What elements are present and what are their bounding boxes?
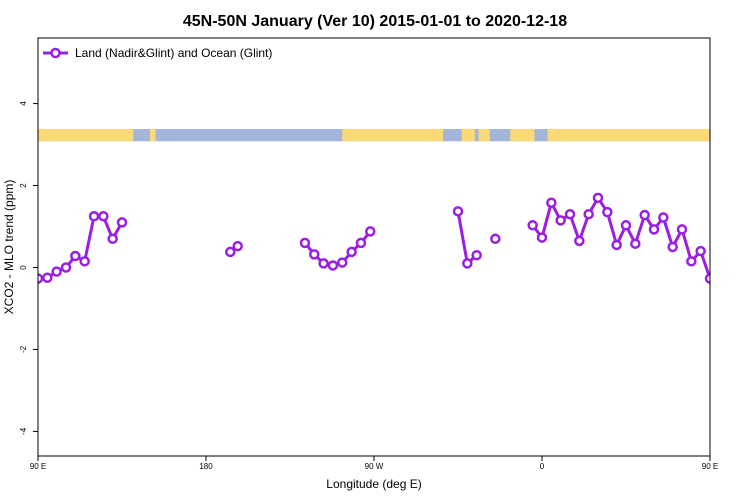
chart-title: 45N-50N January (Ver 10) 2015-01-01 to 2…	[183, 13, 567, 30]
series-line-segment	[38, 214, 124, 281]
data-point	[695, 245, 706, 257]
data-point	[225, 246, 236, 258]
data-point	[70, 250, 81, 262]
data-point	[536, 232, 548, 243]
data-point	[490, 233, 501, 245]
y-tick-label: -4	[19, 427, 28, 435]
map-strip-land	[342, 128, 444, 142]
x-tick-label: 90 E	[30, 462, 46, 471]
data-point	[639, 209, 650, 221]
data-point	[667, 241, 678, 253]
data-point	[602, 206, 613, 218]
x-tick-label: 0	[540, 462, 545, 471]
y-axis: -4 -2 0 2 4	[19, 101, 38, 435]
data-point	[365, 226, 376, 237]
data-point	[704, 273, 710, 284]
data-point	[743, 252, 750, 260]
data-point	[648, 224, 660, 235]
data-point	[734, 263, 742, 271]
x-tick-label: 90 W	[365, 462, 384, 471]
y-axis-label: XCO2 - MLO trend (ppm)	[2, 180, 16, 315]
series-layer	[38, 192, 750, 284]
data-point	[452, 206, 464, 217]
data-point	[676, 224, 688, 235]
plot-frame	[37, 37, 711, 457]
data-point	[38, 273, 44, 284]
data-point	[98, 211, 109, 222]
y-tick-label: 0	[19, 265, 28, 270]
data-point	[658, 212, 669, 223]
data-point	[715, 274, 723, 282]
map-strip-land	[461, 128, 475, 142]
y-tick-label: -2	[19, 345, 28, 353]
legend: Land (Nadir&Glint) and Ocean (Glint)	[43, 46, 272, 60]
map-strip-land	[478, 128, 490, 142]
data-point	[337, 257, 348, 268]
legend-label: Land (Nadir&Glint) and Ocean (Glint)	[75, 46, 272, 60]
data-point	[574, 235, 585, 247]
map-strip	[38, 128, 710, 142]
x-tick-label: 90 E	[702, 462, 718, 471]
data-point	[527, 220, 538, 231]
data-point	[620, 220, 632, 231]
data-point	[88, 211, 100, 222]
map-strip-land	[150, 128, 156, 142]
y-tick-label: 2	[19, 183, 28, 188]
legend-marker	[50, 47, 61, 59]
data-point	[546, 197, 557, 208]
data-point	[686, 256, 697, 267]
x-tick-label: 180	[199, 462, 213, 471]
data-point	[107, 233, 118, 245]
data-point	[51, 266, 62, 277]
data-point	[725, 268, 733, 276]
data-point	[611, 239, 622, 251]
data-point	[60, 262, 72, 273]
map-strip-land	[510, 128, 535, 142]
data-point	[42, 272, 53, 283]
map-strip-land	[38, 128, 134, 142]
data-point	[309, 249, 320, 260]
x-axis-label: Longitude (deg E)	[326, 477, 421, 491]
map-strip-land	[547, 128, 710, 142]
data-point	[592, 192, 604, 204]
data-point	[471, 249, 482, 261]
data-point	[630, 238, 641, 249]
data-point	[555, 215, 566, 226]
data-point	[327, 260, 339, 271]
data-point	[564, 208, 576, 220]
data-point	[462, 258, 473, 269]
data-point	[232, 240, 243, 252]
data-point	[116, 217, 128, 228]
data-point	[299, 237, 311, 249]
data-point	[318, 258, 329, 269]
data-point	[346, 246, 357, 258]
data-point	[583, 208, 594, 220]
data-point	[79, 256, 90, 267]
data-point	[355, 237, 367, 249]
y-tick-label: 4	[19, 101, 28, 106]
x-axis: 90 E 180 90 W 0 90 E	[30, 456, 718, 471]
series-line-segment	[531, 196, 710, 281]
